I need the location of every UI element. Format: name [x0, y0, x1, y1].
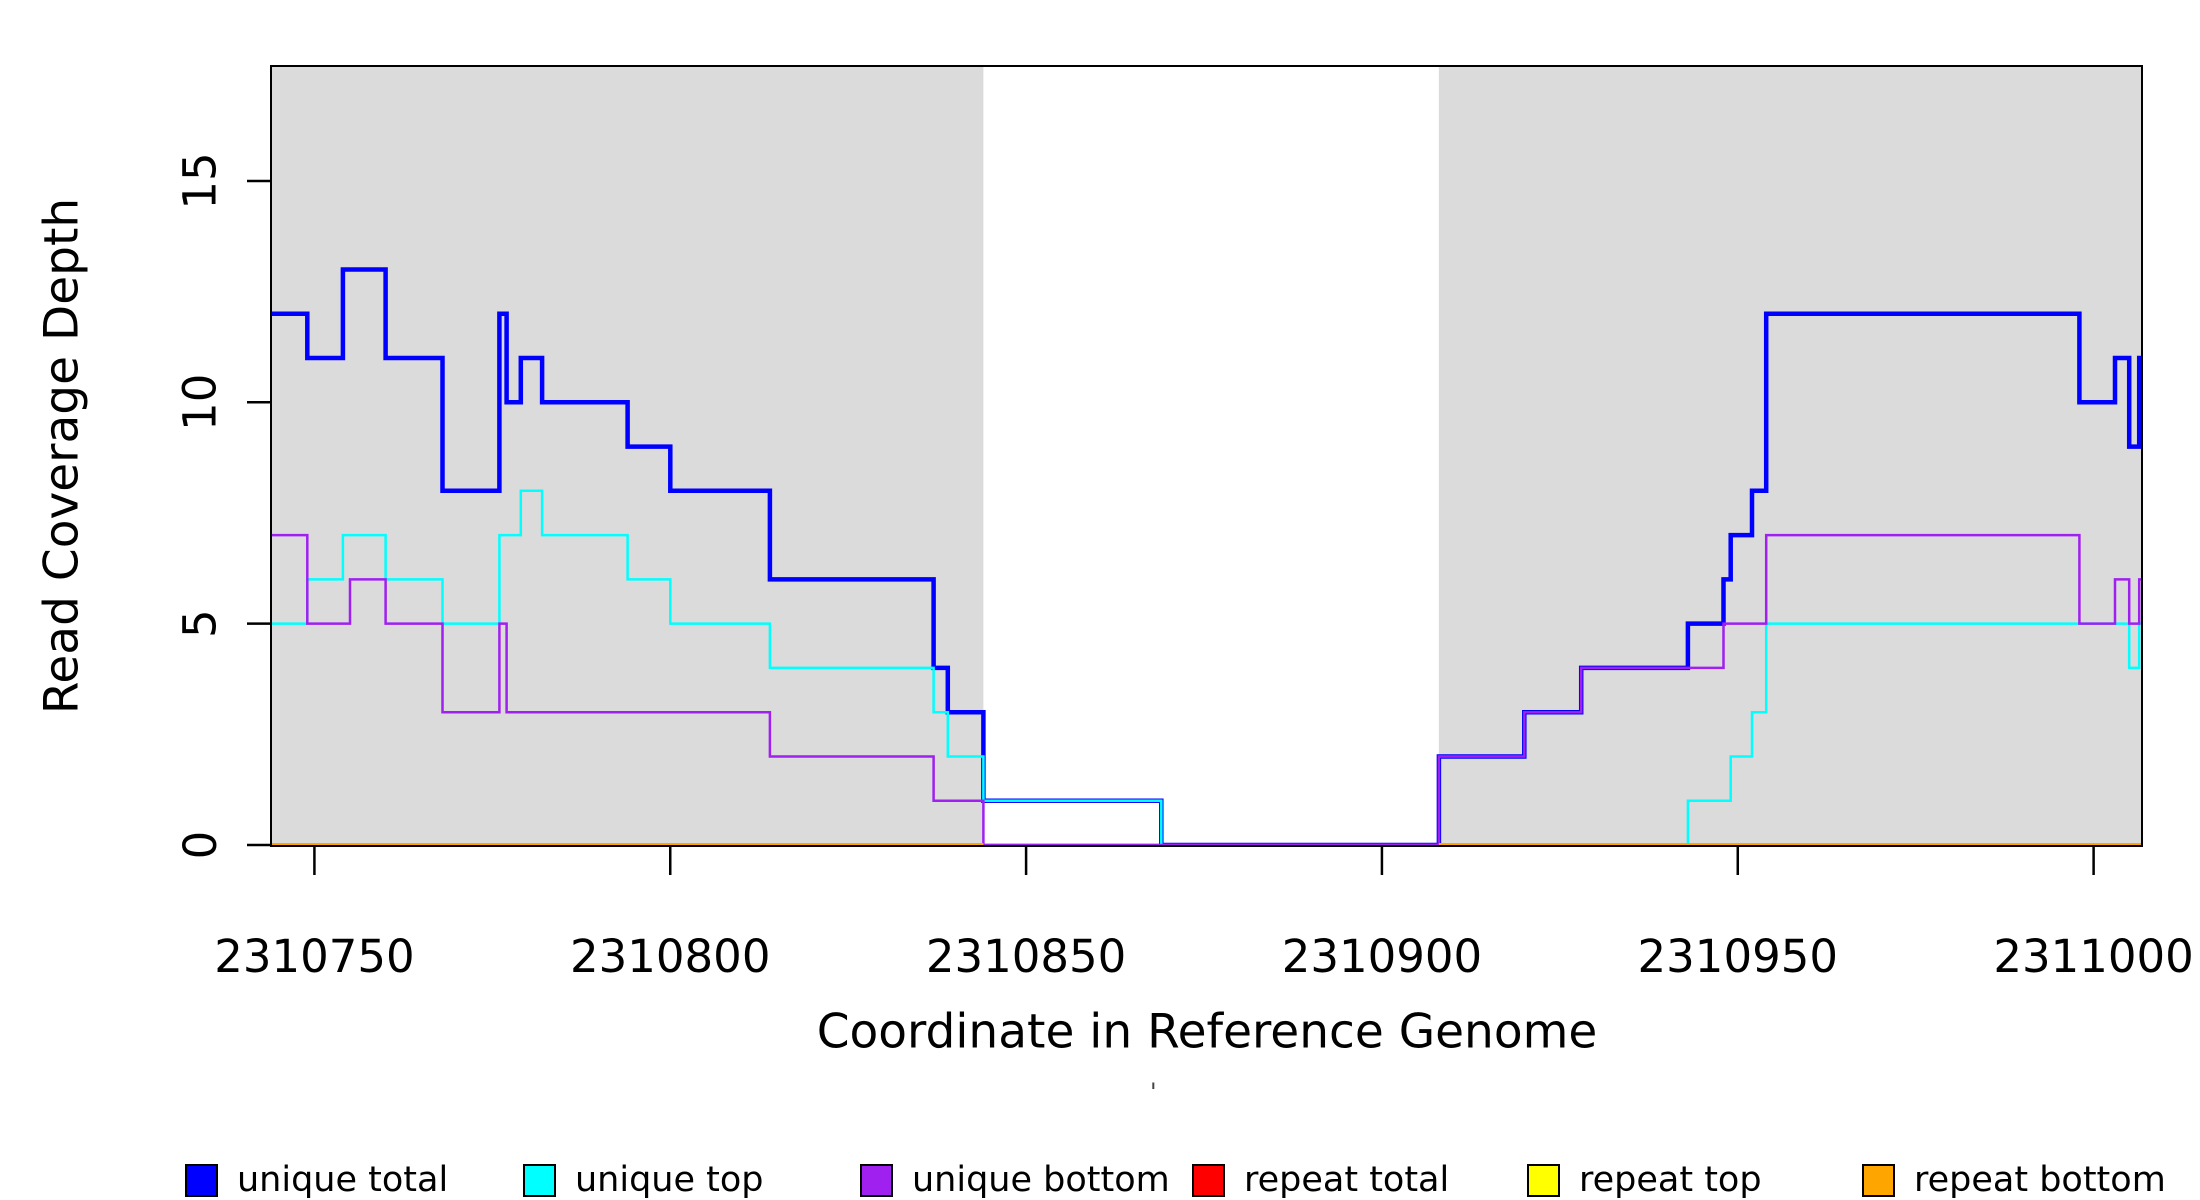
x-tick-label: 2310750 [214, 930, 414, 983]
y-axis-title: Read Coverage Depth [34, 197, 90, 715]
x-tick-label: 2311000 [1993, 930, 2193, 983]
x-tick-label: 2310950 [1638, 930, 1838, 983]
shaded-repeat-region [1438, 66, 2142, 846]
x-tick-label: 2310850 [926, 930, 1126, 983]
stray-mark: ' [1150, 1078, 1157, 1106]
shaded-repeat-region [271, 66, 984, 846]
x-tick-label: 2310900 [1282, 930, 1482, 983]
y-tick-label: 0 [174, 831, 227, 860]
plot-border [270, 65, 2143, 847]
x-axis-title: Coordinate in Reference Genome [816, 1004, 1598, 1060]
y-tick-label: 15 [174, 152, 227, 209]
x-tick-label: 2310800 [570, 930, 770, 983]
y-tick-label: 10 [174, 374, 227, 431]
y-tick-label: 5 [174, 609, 227, 638]
series-unique-top [271, 489, 2142, 846]
